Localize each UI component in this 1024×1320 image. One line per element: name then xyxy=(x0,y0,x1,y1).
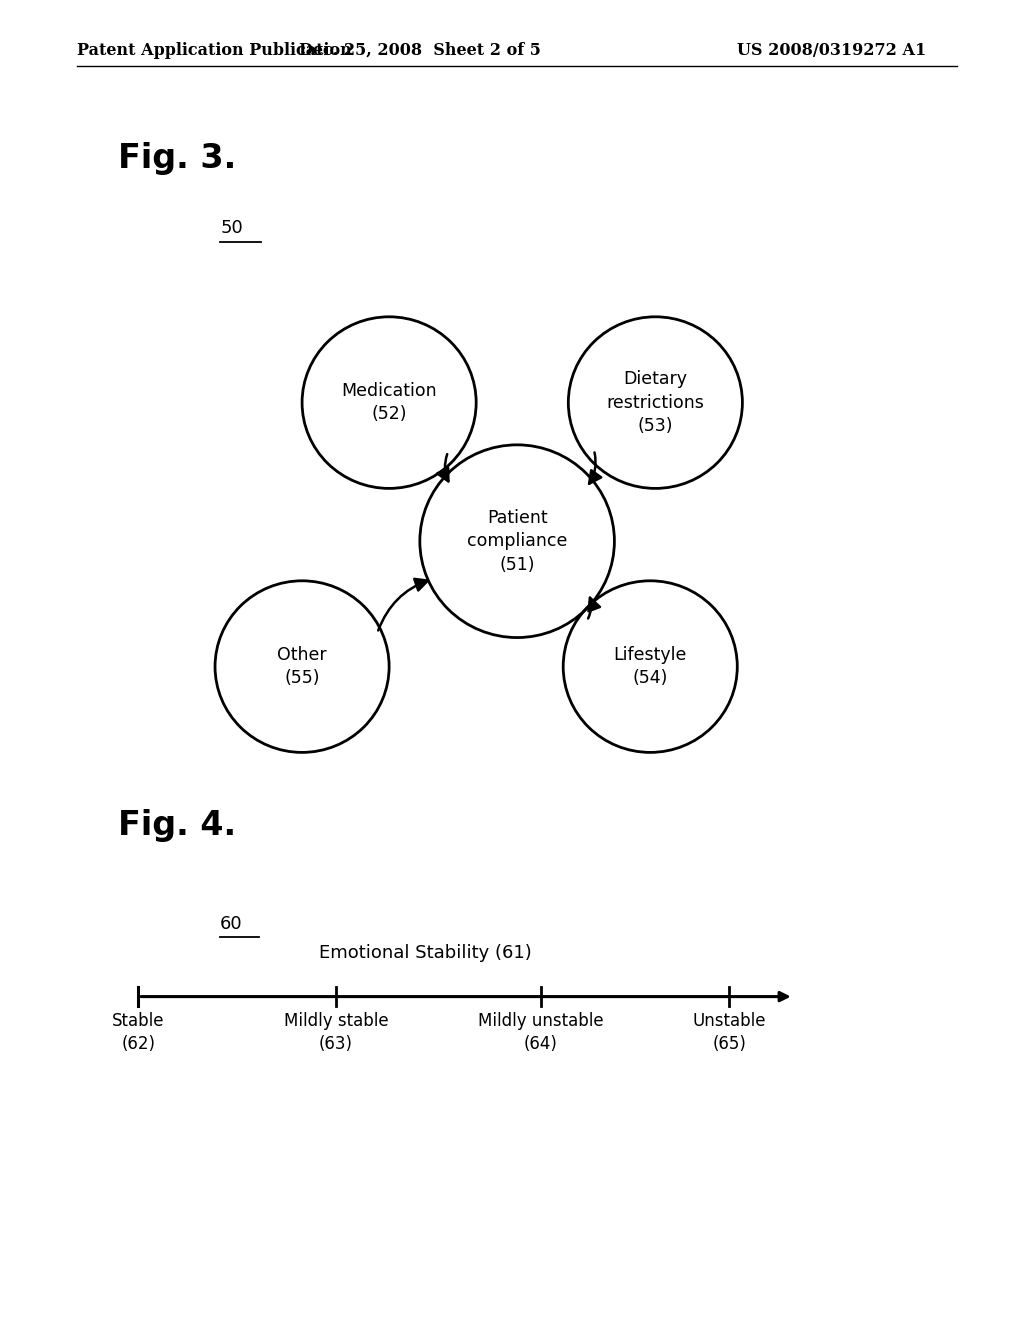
Text: Other
(55): Other (55) xyxy=(278,645,327,688)
Text: Patient
compliance
(51): Patient compliance (51) xyxy=(467,508,567,574)
Text: Dec. 25, 2008  Sheet 2 of 5: Dec. 25, 2008 Sheet 2 of 5 xyxy=(299,42,541,58)
Text: 60: 60 xyxy=(220,915,243,933)
Text: Lifestyle
(54): Lifestyle (54) xyxy=(613,645,687,688)
Text: 50: 50 xyxy=(220,219,243,238)
Text: Medication
(52): Medication (52) xyxy=(341,381,437,424)
Text: Dietary
restrictions
(53): Dietary restrictions (53) xyxy=(606,370,705,436)
Text: Emotional Stability (61): Emotional Stability (61) xyxy=(318,944,531,962)
Text: Mildly stable
(63): Mildly stable (63) xyxy=(284,1012,388,1052)
Text: Fig. 4.: Fig. 4. xyxy=(118,808,236,842)
Text: Patent Application Publication: Patent Application Publication xyxy=(77,42,351,58)
Text: Fig. 3.: Fig. 3. xyxy=(118,143,236,176)
Text: Mildly unstable
(64): Mildly unstable (64) xyxy=(478,1012,603,1052)
Text: Stable
(62): Stable (62) xyxy=(112,1012,165,1052)
Text: Unstable
(65): Unstable (65) xyxy=(692,1012,766,1052)
Text: US 2008/0319272 A1: US 2008/0319272 A1 xyxy=(737,42,927,58)
